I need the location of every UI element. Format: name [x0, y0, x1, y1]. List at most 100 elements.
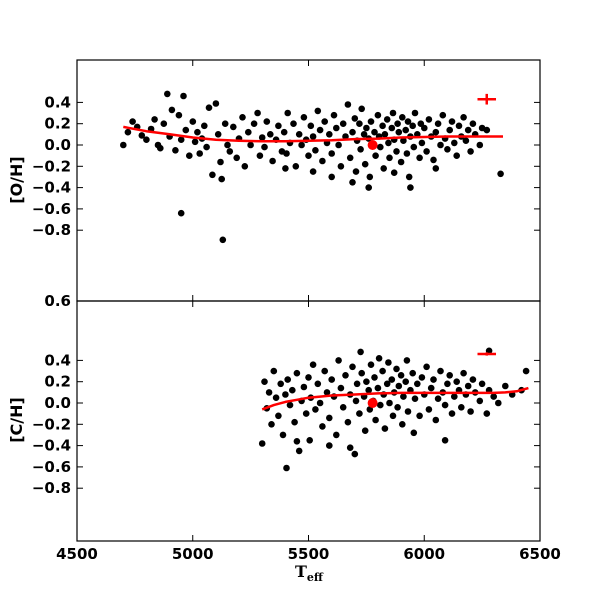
- data-point: [372, 152, 379, 159]
- data-point: [333, 124, 340, 132]
- data-point: [462, 137, 470, 144]
- data-point: [383, 116, 391, 123]
- data-point: [416, 412, 423, 420]
- data-point: [430, 376, 437, 383]
- data-point: [291, 418, 298, 426]
- data-point: [434, 395, 442, 403]
- sun-marker: [367, 140, 378, 150]
- data-point: [226, 148, 234, 155]
- data-point: [410, 143, 418, 151]
- data-point: [394, 120, 401, 127]
- data-point: [217, 158, 224, 166]
- data-point: [444, 380, 451, 388]
- data-point: [335, 357, 342, 364]
- data-point: [377, 143, 384, 151]
- data-point: [421, 124, 428, 132]
- data-point: [458, 404, 465, 411]
- data-point: [224, 141, 231, 149]
- data-point: [385, 139, 392, 147]
- data-point: [186, 152, 193, 159]
- y-tick-label: −0.4: [32, 179, 71, 197]
- data-point: [476, 141, 484, 149]
- data-point: [261, 378, 268, 386]
- data-point: [469, 120, 477, 127]
- data-point: [379, 122, 386, 130]
- data-point: [269, 157, 276, 165]
- data-point: [453, 378, 461, 386]
- data-point: [367, 118, 375, 125]
- data-point: [405, 173, 413, 181]
- data-point: [416, 154, 423, 162]
- data-point: [356, 120, 363, 127]
- data-point: [205, 104, 213, 111]
- data-point: [381, 131, 389, 138]
- data-point: [275, 122, 282, 130]
- data-point: [302, 410, 310, 417]
- data-point: [371, 374, 378, 381]
- data-point: [434, 120, 442, 127]
- y-tick-label: 0.0: [44, 394, 71, 412]
- data-point: [316, 399, 324, 407]
- data-point: [258, 440, 266, 447]
- data-point: [214, 131, 222, 138]
- data-point: [483, 126, 491, 134]
- data-point: [203, 143, 210, 151]
- data-point: [245, 128, 252, 136]
- plot-frame: [76, 300, 541, 542]
- data-point: [219, 236, 227, 244]
- y-axis-label-oxygen: [O/H]: [7, 156, 26, 203]
- y-tick-label: −0.2: [32, 415, 71, 433]
- data-point: [358, 105, 366, 113]
- data-point: [483, 410, 491, 417]
- data-point: [495, 399, 502, 407]
- data-point: [386, 399, 393, 407]
- data-point: [460, 114, 467, 121]
- data-point: [306, 437, 314, 444]
- data-point: [212, 100, 220, 107]
- data-point: [283, 150, 290, 157]
- data-point: [469, 376, 477, 383]
- data-point: [386, 154, 393, 162]
- data-point: [352, 397, 360, 405]
- data-point: [365, 386, 373, 394]
- y-tick-label: −0.6: [32, 458, 71, 476]
- sun-marker: [367, 398, 378, 408]
- data-point: [432, 128, 440, 136]
- data-point: [330, 111, 338, 119]
- fit-curve: [123, 125, 503, 143]
- y-tick-label: 0.4: [44, 351, 71, 369]
- data-point: [393, 148, 400, 155]
- data-point: [380, 165, 388, 172]
- data-point: [180, 92, 187, 100]
- x-tick-label: 4500: [56, 545, 98, 563]
- data-point: [307, 122, 315, 130]
- data-point: [189, 118, 197, 125]
- data-point: [404, 408, 412, 415]
- data-point: [270, 367, 278, 375]
- data-point: [397, 372, 405, 379]
- data-point: [361, 160, 369, 168]
- data-point: [497, 170, 504, 178]
- data-point: [261, 143, 268, 151]
- data-point: [418, 139, 426, 147]
- data-point: [328, 150, 336, 157]
- data-point: [366, 173, 374, 181]
- data-point: [400, 137, 407, 144]
- data-point: [448, 118, 456, 125]
- data-point: [326, 442, 333, 449]
- data-point: [342, 372, 349, 379]
- y-tick-label: −0.8: [32, 479, 71, 497]
- data-point: [267, 131, 274, 138]
- data-point: [284, 376, 292, 383]
- data-point: [268, 421, 275, 428]
- data-point: [379, 367, 386, 375]
- data-point: [233, 154, 240, 162]
- data-point: [221, 120, 229, 127]
- oxygen-panel: 0.4 0.2 0.0 −0.2 −0.4 −0.6 −0.8 0.6: [32, 59, 541, 310]
- data-point: [399, 421, 406, 428]
- data-point: [502, 382, 509, 390]
- data-point: [309, 133, 317, 140]
- data-point: [409, 122, 417, 130]
- data-point: [407, 184, 414, 191]
